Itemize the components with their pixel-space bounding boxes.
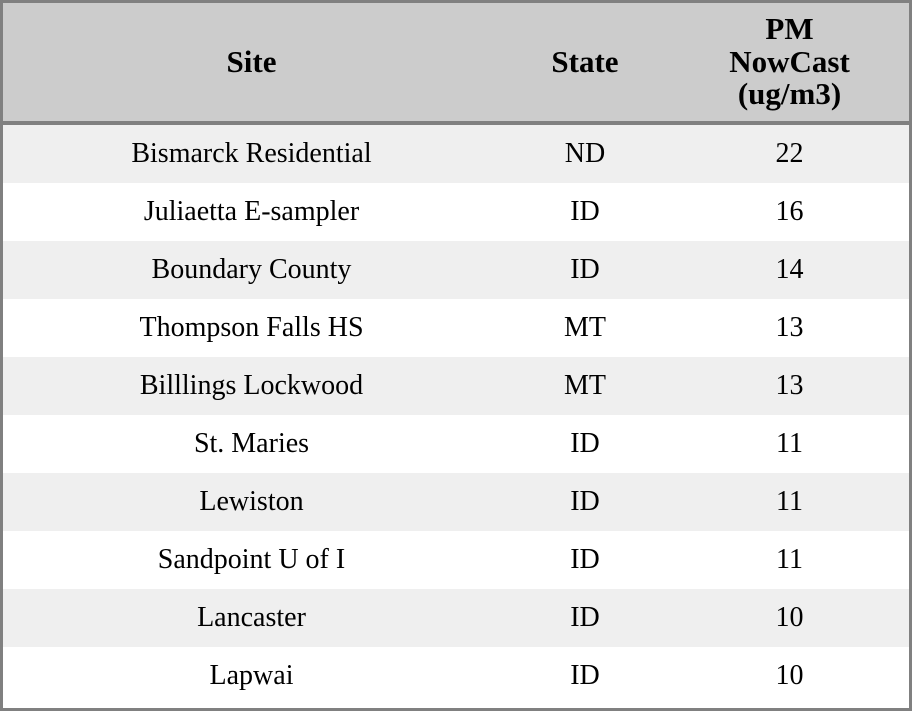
table-header-row: Site State PM NowCast (ug/m3): [3, 3, 909, 125]
column-header-pm-nowcast-line2: NowCast: [729, 43, 850, 79]
column-header-pm-nowcast[interactable]: PM NowCast (ug/m3): [670, 3, 909, 121]
cell-pm-nowcast: 11: [776, 488, 803, 516]
cell-pm-nowcast: 10: [775, 662, 804, 690]
column-header-pm-nowcast-line3: (ug/m3): [737, 76, 842, 112]
cell-pm-nowcast: 13: [775, 372, 804, 400]
column-header-site[interactable]: Site: [3, 3, 500, 121]
table-row[interactable]: St. Maries ID 11: [3, 415, 909, 473]
table-row[interactable]: Boundary County ID 14: [3, 241, 909, 299]
cell-site: Thompson Falls HS: [139, 314, 364, 342]
table-row[interactable]: Lancaster ID 10: [3, 589, 909, 647]
cell-site: Sandpoint U of I: [157, 546, 346, 574]
cell-pm-nowcast: 13: [775, 314, 804, 342]
cell-state: ID: [570, 604, 600, 632]
cell-state: ID: [570, 488, 600, 516]
cell-state: MT: [564, 372, 606, 400]
cell-pm-nowcast: 14: [775, 256, 804, 284]
cell-site: Lewiston: [199, 488, 304, 516]
cell-site: Bismarck Residential: [131, 140, 372, 168]
cell-site: Billlings Lockwood: [139, 372, 364, 400]
cell-pm-nowcast: 22: [775, 140, 804, 168]
cell-state: ID: [570, 662, 600, 690]
table-row[interactable]: Juliaetta E-sampler ID 16: [3, 183, 909, 241]
cell-pm-nowcast: 11: [776, 430, 803, 458]
cell-site: Lapwai: [209, 662, 294, 690]
cell-state: MT: [564, 314, 606, 342]
cell-site: St. Maries: [193, 430, 310, 458]
cell-pm-nowcast: 10: [775, 604, 804, 632]
table-body: Bismarck Residential ND 22 Juliaetta E-samp…: [3, 125, 909, 705]
cell-state: ID: [570, 430, 600, 458]
table-row[interactable]: Lewiston ID 11: [3, 473, 909, 531]
column-header-state[interactable]: State: [500, 3, 670, 121]
column-header-state-label: State: [551, 43, 619, 79]
column-header-site-label: Site: [226, 43, 277, 79]
cell-site: Lancaster: [197, 604, 306, 632]
table-row[interactable]: Lapwai ID 10: [3, 647, 909, 705]
cell-state: ID: [570, 198, 600, 226]
cell-state: ND: [564, 140, 606, 168]
table-row[interactable]: Thompson Falls HS MT 13: [3, 299, 909, 357]
cell-pm-nowcast: 16: [775, 198, 804, 226]
table-row[interactable]: Sandpoint U of I ID 11: [3, 531, 909, 589]
cell-site: Juliaetta E-sampler: [143, 198, 360, 226]
cell-site: Boundary County: [151, 256, 352, 284]
cell-state: ID: [570, 256, 600, 284]
cell-state: ID: [570, 546, 600, 574]
cell-pm-nowcast: 11: [776, 546, 803, 574]
table-row[interactable]: Billlings Lockwood MT 13: [3, 357, 909, 415]
table-row[interactable]: Bismarck Residential ND 22: [3, 125, 909, 183]
column-header-pm-nowcast-line1: PM: [765, 10, 814, 46]
